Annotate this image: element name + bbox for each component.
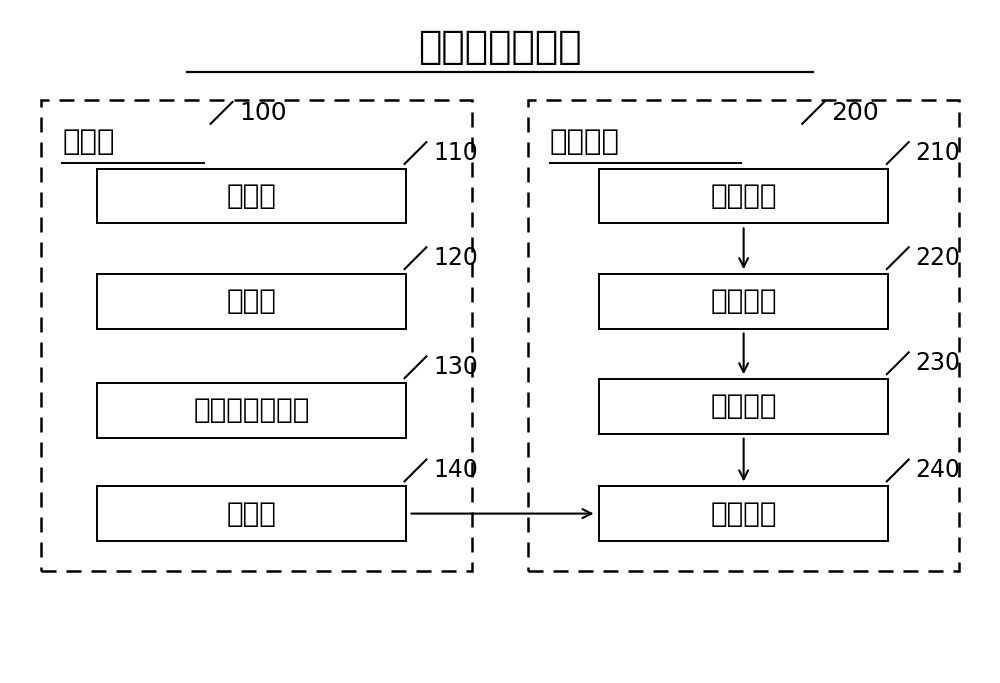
- Text: 溢流管: 溢流管: [226, 182, 276, 210]
- Bar: [599, 169, 888, 223]
- Text: 旋流器的锥形体: 旋流器的锥形体: [193, 396, 310, 424]
- Text: 230: 230: [916, 351, 961, 376]
- Text: 110: 110: [433, 141, 478, 165]
- Bar: [97, 486, 406, 541]
- Text: 140: 140: [433, 458, 478, 482]
- Bar: [599, 274, 888, 329]
- Bar: [599, 379, 888, 434]
- Bar: [97, 274, 406, 329]
- Text: 130: 130: [433, 355, 478, 379]
- Text: 采集单元: 采集单元: [710, 182, 777, 210]
- Text: 旋流器控制系统: 旋流器控制系统: [418, 29, 582, 66]
- Text: 100: 100: [239, 101, 287, 125]
- Bar: [97, 383, 406, 438]
- Bar: [97, 169, 406, 223]
- Text: 旋流器: 旋流器: [62, 128, 115, 156]
- Bar: [599, 486, 888, 541]
- Text: 沉砂嘴: 沉砂嘴: [226, 499, 276, 527]
- Text: 240: 240: [916, 458, 961, 482]
- Text: 120: 120: [433, 246, 478, 270]
- Bar: [41, 100, 472, 571]
- Bar: [528, 100, 959, 571]
- Text: 210: 210: [916, 141, 961, 165]
- Text: 调节模块: 调节模块: [550, 128, 620, 156]
- Text: 控制单元: 控制单元: [710, 288, 777, 316]
- Text: 200: 200: [831, 101, 879, 125]
- Text: 驱动单元: 驱动单元: [710, 393, 777, 421]
- Text: 传动单元: 传动单元: [710, 499, 777, 527]
- Text: 给矿管: 给矿管: [226, 288, 276, 316]
- Text: 220: 220: [916, 246, 961, 270]
